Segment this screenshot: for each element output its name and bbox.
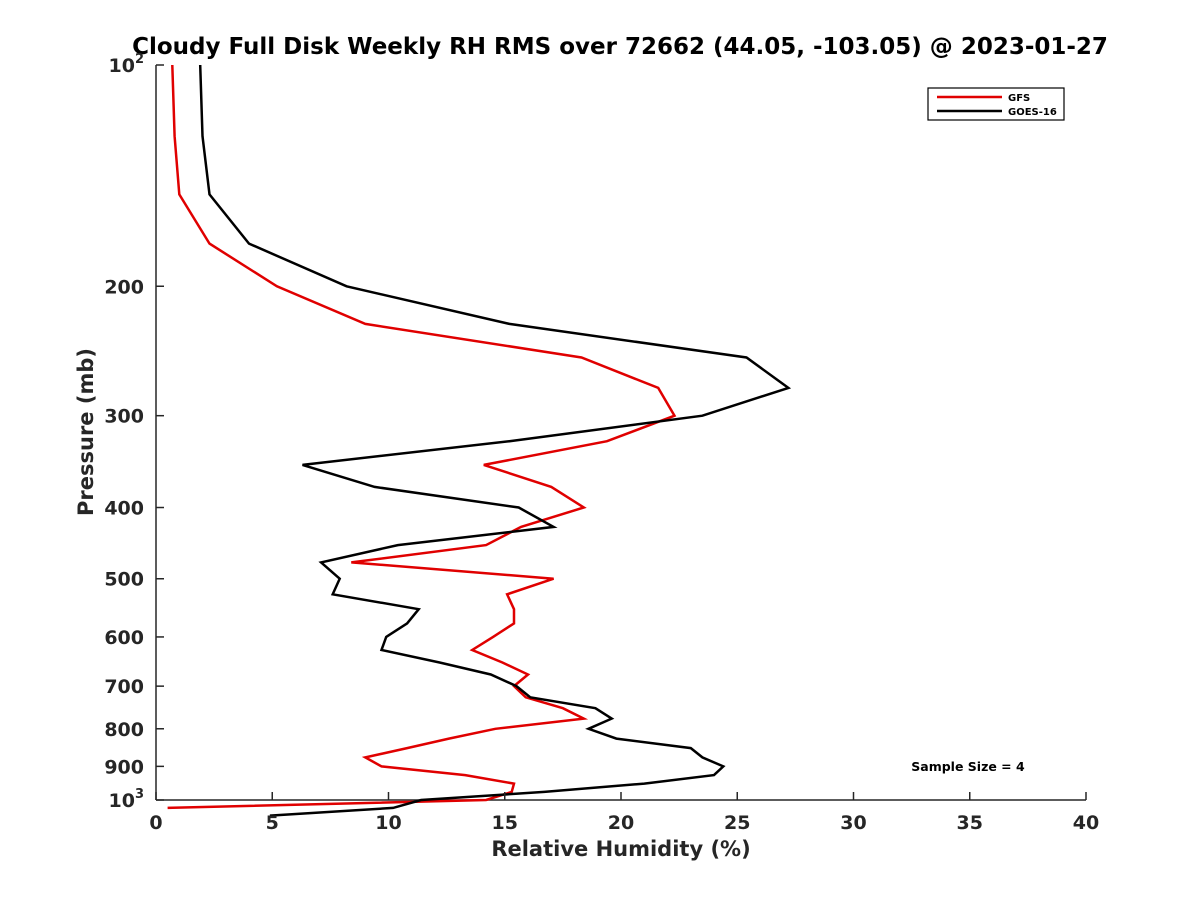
- x-tick-label: 40: [1073, 812, 1099, 834]
- legend-label-goes-16: GOES-16: [1008, 107, 1057, 118]
- legend-label-gfs: GFS: [1008, 93, 1030, 104]
- x-axis-ticks: 0 5 10 15 20 25 30 35 40: [149, 792, 1099, 834]
- x-tick-label: 15: [492, 812, 518, 834]
- y-axis-label: Pressure (mb): [74, 348, 98, 516]
- chart-title: Cloudy Full Disk Weekly RH RMS over 7266…: [132, 34, 1108, 60]
- x-tick-label: 0: [149, 812, 162, 834]
- legend: GFS GOES-16: [927, 87, 1065, 121]
- y-tick-label-exponent: 2: [135, 52, 144, 67]
- y-tick-label: 300: [104, 406, 144, 428]
- y-tick-label: 400: [104, 498, 144, 520]
- y-tick-label: 103: [109, 787, 145, 812]
- y-tick-label: 500: [104, 569, 144, 591]
- series-layer: [167, 64, 792, 817]
- y-tick-label: 200: [104, 276, 144, 298]
- legend-box: [927, 87, 1065, 121]
- y-tick-label: 900: [104, 756, 144, 778]
- x-tick-label: 20: [608, 812, 634, 834]
- x-tick-label: 35: [957, 812, 983, 834]
- y-tick-label: 600: [104, 627, 144, 649]
- x-tick-label: 10: [375, 812, 401, 834]
- x-tick-label: 25: [724, 812, 750, 834]
- y-tick-label: 800: [104, 719, 144, 741]
- series-line-gfs: [167, 64, 677, 810]
- y-tick-label: 700: [104, 676, 144, 698]
- plot-area: 0 5 10 15 20 25 30 35 40 10220030040050060070080…: [104, 52, 1099, 834]
- x-axis-label: Relative Humidity (%): [491, 837, 750, 861]
- y-tick-label: 102: [109, 52, 145, 77]
- y-tick-label-base: 10: [109, 790, 135, 812]
- sample-size-annotation: Sample Size = 4: [911, 759, 1025, 774]
- y-tick-label-base: 10: [109, 55, 135, 77]
- series-line-goes-16: [198, 64, 792, 817]
- y-tick-label-exponent: 3: [135, 787, 144, 802]
- x-tick-label: 5: [266, 812, 279, 834]
- x-tick-label: 30: [840, 812, 866, 834]
